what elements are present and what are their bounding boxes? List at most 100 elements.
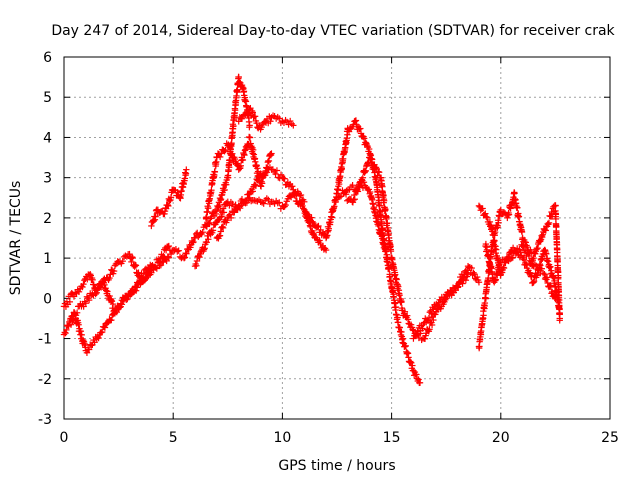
data-point	[258, 123, 265, 131]
series-trace-j	[333, 154, 472, 344]
data-point	[82, 300, 90, 307]
data-point	[426, 326, 433, 333]
data-point	[421, 335, 429, 342]
data-point	[217, 228, 224, 235]
data-point	[251, 181, 259, 188]
data-point	[483, 246, 491, 254]
data-point	[359, 174, 367, 181]
data-point	[457, 277, 465, 285]
y-tick-label: 2	[43, 211, 52, 227]
data-point	[175, 247, 182, 254]
data-point	[360, 179, 368, 186]
y-tick-label: 0	[43, 291, 52, 307]
data-point	[542, 227, 549, 234]
y-tick-label: -2	[38, 372, 52, 388]
x-axis-label: GPS time / hours	[278, 458, 395, 474]
data-point	[550, 274, 557, 281]
series-trace-g	[235, 104, 297, 133]
data-point	[174, 248, 181, 255]
data-point	[494, 222, 501, 230]
plot-frame	[63, 56, 611, 420]
data-point	[328, 214, 336, 221]
data-point	[364, 142, 371, 150]
data-point	[514, 204, 521, 211]
data-point	[219, 205, 227, 212]
data-point	[373, 213, 381, 220]
data-point	[165, 254, 173, 261]
data-point	[547, 263, 554, 270]
data-point	[350, 191, 358, 199]
data-point	[520, 243, 527, 250]
data-point	[136, 273, 143, 280]
data-point	[183, 166, 190, 173]
data-point	[94, 286, 102, 293]
data-point	[500, 264, 507, 271]
data-point	[224, 174, 232, 181]
data-point	[260, 200, 267, 207]
data-point	[206, 219, 213, 227]
data-point	[93, 289, 100, 296]
y-tick-label: 6	[43, 50, 52, 66]
data-point	[404, 312, 411, 319]
data-point	[384, 254, 391, 262]
data-point	[127, 291, 134, 298]
data-point	[165, 242, 173, 250]
data-point	[135, 269, 142, 276]
data-point	[267, 118, 274, 125]
data-point	[181, 175, 189, 182]
data-point	[309, 218, 316, 225]
data-point	[152, 264, 159, 271]
data-point	[273, 167, 281, 174]
data-point	[308, 214, 315, 221]
data-point	[63, 326, 70, 334]
data-point	[216, 153, 224, 161]
data-point	[475, 279, 483, 286]
data-point	[497, 206, 504, 214]
data-point	[196, 253, 203, 261]
data-point	[350, 196, 357, 204]
data-point	[254, 165, 261, 172]
data-point	[282, 201, 289, 209]
data-point	[115, 305, 122, 312]
y-axis-ticks: -3 -2 -1 0 1 2 3 4 5 6	[38, 50, 610, 428]
data-point	[505, 253, 512, 261]
data-point	[392, 303, 400, 311]
data-point	[315, 222, 322, 230]
data-point	[218, 150, 225, 157]
data-point	[85, 346, 93, 353]
data-point	[251, 113, 259, 120]
data-point	[290, 122, 297, 129]
data-point	[349, 182, 356, 189]
data-point	[190, 238, 197, 246]
series-trace-b	[60, 250, 155, 310]
y-tick-label: 4	[43, 130, 52, 146]
data-point	[201, 245, 208, 252]
data-point	[83, 293, 91, 300]
series-trace-i	[301, 117, 424, 387]
data-point	[140, 270, 147, 277]
data-point	[62, 329, 69, 337]
data-point	[220, 209, 228, 216]
data-point	[375, 169, 383, 176]
data-point	[277, 171, 285, 178]
data-point	[382, 206, 389, 214]
data-point	[193, 257, 201, 265]
data-point	[264, 165, 271, 172]
data-point	[88, 342, 95, 349]
series-trace-k	[340, 178, 391, 262]
data-point	[101, 324, 109, 331]
data-point	[99, 328, 106, 336]
data-point	[187, 244, 194, 251]
data-point	[410, 367, 417, 374]
data-point	[552, 202, 559, 209]
data-point	[205, 236, 212, 243]
data-point	[425, 314, 433, 322]
data-point	[229, 150, 236, 157]
data-point	[78, 331, 85, 339]
data-point	[483, 213, 490, 220]
x-axis-ticks: 0 5 10 15 20 25	[60, 57, 619, 446]
series-trace-o	[475, 202, 563, 318]
data-point	[219, 223, 226, 230]
data-point	[543, 250, 550, 258]
data-point	[416, 379, 424, 386]
